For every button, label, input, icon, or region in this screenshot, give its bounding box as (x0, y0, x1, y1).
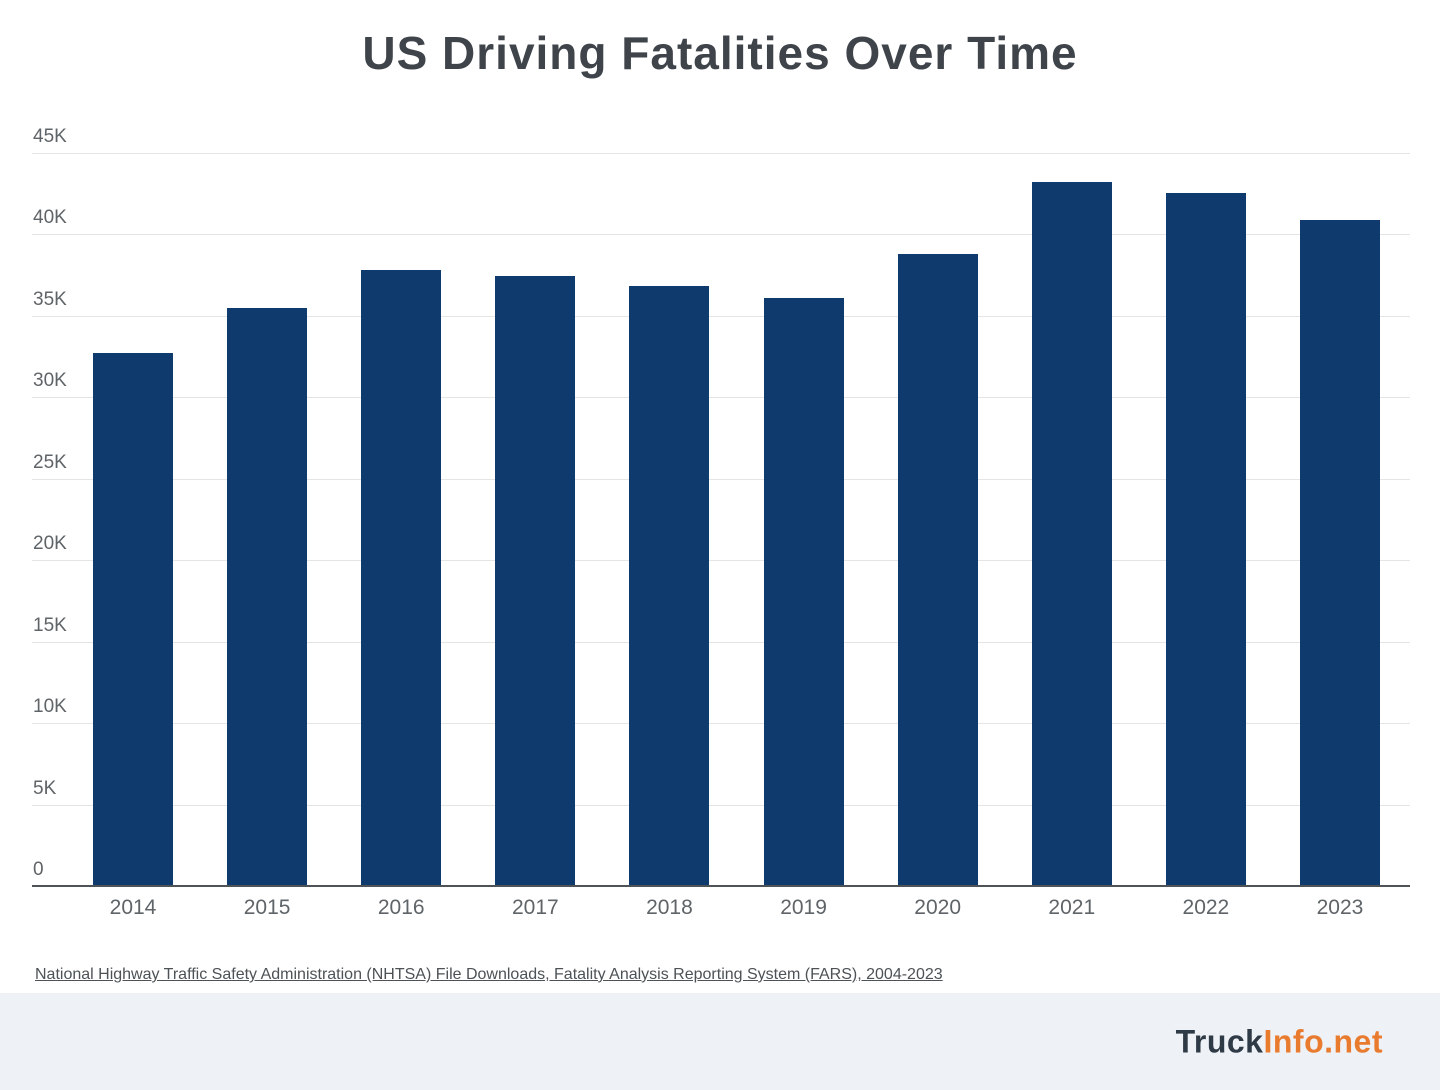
footer-bar: TruckInfo.net (0, 993, 1440, 1090)
brand-logo-truck: Truck (1175, 1023, 1264, 1059)
x-tick-label-2016: 2016 (377, 896, 425, 919)
x-tick-label-2023: 2023 (1316, 896, 1364, 919)
bar-2016 (361, 270, 442, 886)
brand-logo: TruckInfo.net (1176, 1023, 1383, 1060)
gridline-25000 (32, 478, 1410, 480)
bar-2021 (1031, 181, 1112, 886)
x-tick-label-2019: 2019 (780, 896, 827, 919)
bar-2017 (495, 275, 576, 886)
y-tick-label-10K: 10K (33, 696, 67, 718)
y-tick-label-35K: 35K (33, 288, 67, 310)
x-tick-label-2021: 2021 (1048, 896, 1096, 919)
x-tick-label-2018: 2018 (646, 896, 693, 919)
gridline-10000 (32, 723, 1410, 725)
gridline-15000 (32, 641, 1410, 643)
x-tick-label-2020: 2020 (914, 896, 962, 919)
bar-2015 (227, 308, 308, 886)
gridline-30000 (32, 397, 1410, 399)
bar-2022 (1165, 193, 1246, 886)
chart-title: US Driving Fatalities Over Time (362, 27, 1078, 79)
source-link[interactable]: National Highway Traffic Safety Administ… (35, 966, 943, 983)
bar-2014 (93, 352, 173, 886)
bar-2020 (897, 253, 978, 886)
gridline-20000 (32, 560, 1410, 562)
bar-2018 (629, 285, 710, 886)
y-tick-label-30K: 30K (33, 370, 67, 392)
x-tick-label-2014: 2014 (109, 896, 157, 919)
gridline-40000 (32, 234, 1410, 236)
gridline-5000 (32, 804, 1410, 806)
x-axis-line (32, 885, 1410, 887)
gridline-35000 (32, 315, 1410, 317)
bar-2019 (763, 298, 844, 886)
y-tick-label-15K: 15K (33, 614, 67, 636)
y-tick-label-25K: 25K (33, 451, 67, 473)
x-tick-label-2015: 2015 (243, 896, 291, 919)
gridline-45000 (32, 153, 1410, 154)
y-tick-label-45K: 45K (33, 126, 67, 147)
y-tick-label-5K: 5K (33, 777, 57, 799)
x-tick-label-2022: 2022 (1182, 896, 1230, 919)
y-tick-label-20K: 20K (33, 533, 67, 555)
brand-logo-info-net: Info.net (1263, 1023, 1383, 1059)
bar-2023 (1299, 219, 1380, 886)
x-tick-label-2017: 2017 (511, 896, 559, 919)
y-tick-label-40K: 40K (33, 207, 67, 229)
y-tick-label-0: 0 (33, 859, 44, 880)
